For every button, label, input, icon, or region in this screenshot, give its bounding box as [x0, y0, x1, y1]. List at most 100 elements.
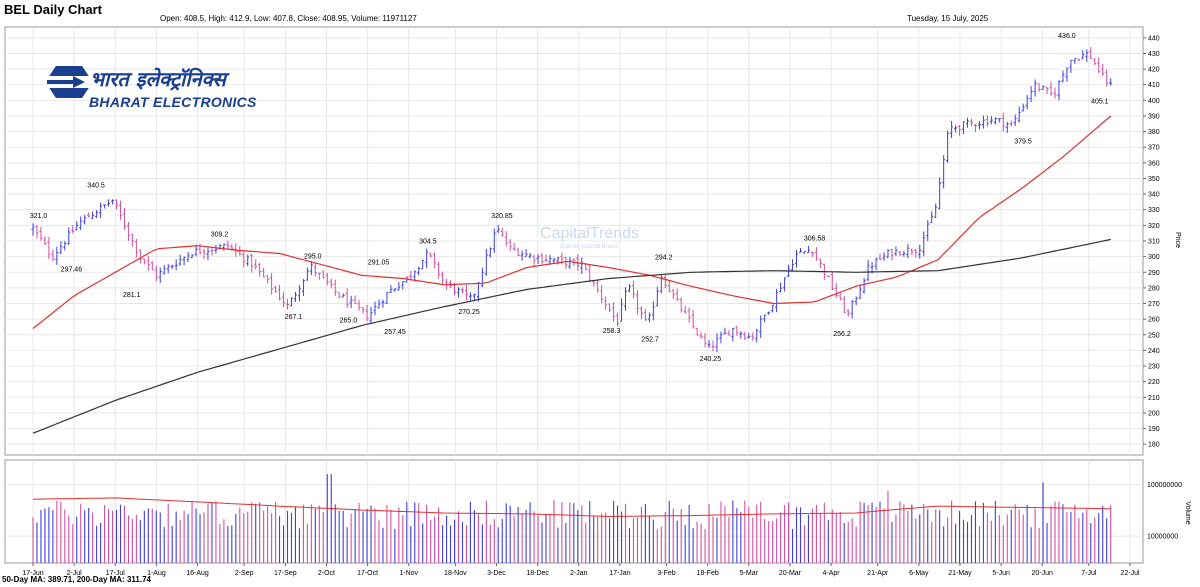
- price-annotation: 256.2: [833, 331, 851, 338]
- ohlc-bar: [103, 204, 107, 209]
- ohlc-bar: [655, 286, 659, 307]
- y-tick-label: 350: [1148, 176, 1160, 183]
- ohlc-bar: [532, 254, 536, 267]
- ohlc-bar: [1105, 69, 1109, 87]
- ohlc-bar: [242, 251, 246, 268]
- ohlc-bar: [795, 249, 799, 268]
- ohlc-bar: [818, 258, 822, 269]
- ohlc-bar: [1045, 86, 1049, 95]
- x-tick-label: 20-Jun: [1032, 570, 1054, 577]
- ohlc-bar: [456, 287, 460, 298]
- ohlc-bar: [115, 199, 119, 210]
- ohlc-bar: [389, 285, 393, 293]
- ohlc-bar: [313, 263, 317, 277]
- ohlc-bar: [616, 312, 620, 327]
- ohlc-bar: [293, 291, 297, 303]
- y-axis-label: Price: [1174, 232, 1181, 248]
- ohlc-bar: [536, 254, 540, 264]
- ohlc-bar: [393, 288, 397, 292]
- bel-emblem-icon: [47, 66, 89, 98]
- ohlc-bar: [437, 262, 441, 279]
- ohlc-bar: [942, 155, 946, 189]
- ohlc-bar: [1009, 120, 1013, 127]
- price-annotation: 258.3: [603, 328, 621, 335]
- ohlc-bar: [747, 333, 751, 339]
- ohlc-bar: [802, 250, 806, 254]
- ohlc-bar: [675, 288, 679, 302]
- ohlc-bar: [814, 247, 818, 261]
- ohlc-bar: [846, 309, 850, 317]
- price-annotation: 267.1: [285, 314, 303, 321]
- ohlc-bar: [361, 307, 365, 314]
- ohlc-bar: [1093, 58, 1097, 66]
- y-tick-label: 180: [1148, 442, 1160, 449]
- ohlc-bar: [918, 244, 922, 259]
- ohlc-bar: [138, 249, 142, 264]
- volume-tick-label: 10000000: [1147, 534, 1178, 541]
- ohlc-bar: [954, 125, 958, 133]
- x-tick-label: 18-Dec: [526, 570, 549, 577]
- ohlc-bar: [194, 244, 198, 257]
- ohlc-bar: [604, 296, 608, 311]
- ohlc-bar: [91, 211, 95, 220]
- x-tick-label: 17-Sep: [274, 570, 297, 577]
- ohlc-bar: [858, 284, 862, 300]
- ohlc-bar: [1097, 57, 1101, 74]
- ohlc-bar: [985, 115, 989, 127]
- x-tick-label: 2-Oct: [318, 570, 335, 577]
- ohlc-bar: [282, 292, 286, 308]
- ohlc-bar: [369, 306, 373, 324]
- ohlc-bar: [488, 247, 492, 258]
- y-tick-label: 400: [1148, 98, 1160, 105]
- price-annotation: 297.46: [61, 267, 83, 274]
- ohlc-bar: [79, 216, 83, 230]
- ohlc-bar: [385, 291, 389, 304]
- ohlc-bar: [707, 340, 711, 348]
- ohlc-bar: [862, 277, 866, 294]
- y-tick-label: 190: [1148, 426, 1160, 433]
- ohlc-bar: [739, 331, 743, 339]
- ohlc-bar: [429, 252, 433, 258]
- price-annotation: 306.58: [804, 235, 826, 242]
- ohlc-bar: [504, 231, 508, 247]
- y-tick-label: 280: [1148, 285, 1160, 292]
- ohlc-bar: [1081, 50, 1085, 60]
- price-annotation: 321.0: [30, 213, 48, 220]
- x-tick-label: 5-Mar: [740, 570, 759, 577]
- ohlc-bar: [146, 255, 150, 271]
- ohlc-bar: [1061, 70, 1065, 83]
- ohlc-bar: [421, 259, 425, 270]
- ohlc-bar: [627, 284, 631, 293]
- ohlc-bar: [528, 252, 532, 259]
- ohlc-bar: [122, 207, 126, 230]
- ohlc-bar: [830, 271, 834, 291]
- x-tick-label: 1-Aug: [147, 570, 166, 577]
- ohlc-bar: [134, 238, 138, 258]
- logo-english-text: BHARAT ELECTRONICS: [89, 94, 257, 110]
- ohlc-bar: [564, 256, 568, 269]
- ohlc-bar: [405, 276, 409, 283]
- ohlc-bar: [631, 281, 635, 299]
- ohlc-bar: [520, 250, 524, 261]
- ohlc-bar: [969, 118, 973, 127]
- ohlc-bar: [882, 252, 886, 261]
- y-tick-label: 290: [1148, 270, 1160, 277]
- ohlc-bar: [731, 327, 735, 342]
- ohlc-bar: [946, 130, 950, 163]
- ohlc-bar: [126, 222, 130, 241]
- price-annotation: 405.1: [1091, 98, 1109, 105]
- watermark-brand: CapitalTrends: [540, 225, 640, 242]
- ohlc-bar: [1053, 87, 1057, 99]
- ohlc-bar: [735, 326, 739, 336]
- ohlc-bar: [464, 284, 468, 301]
- ohlc-bar: [190, 254, 194, 259]
- price-annotation: 291.05: [368, 260, 390, 267]
- price-annotation: 281.1: [123, 292, 141, 299]
- ohlc-bar: [743, 331, 747, 340]
- ohlc-bar: [154, 265, 158, 282]
- y-tick-label: 340: [1148, 192, 1160, 199]
- ohlc-bar: [552, 257, 556, 263]
- ohlc-bar: [751, 332, 755, 341]
- ohlc-bar: [47, 236, 51, 260]
